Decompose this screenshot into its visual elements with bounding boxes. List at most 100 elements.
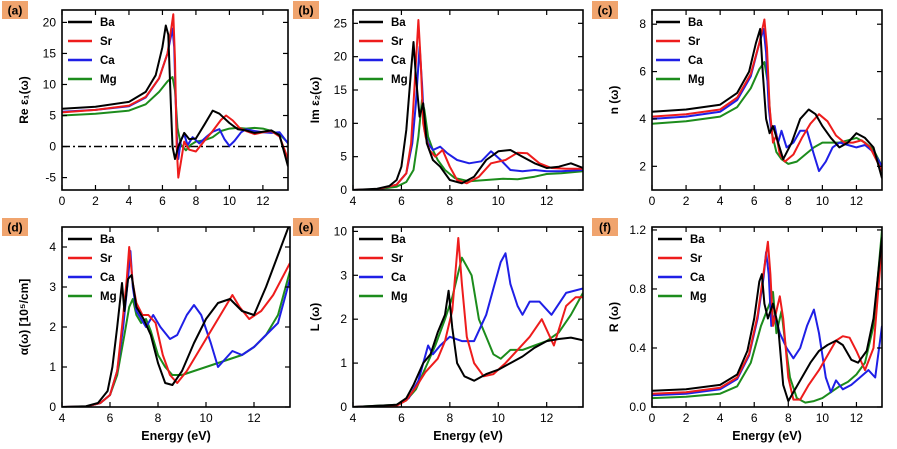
x-tick-label: 4 [717, 411, 724, 425]
y-tick-label: 20 [334, 50, 348, 64]
plot-frame [352, 9, 584, 191]
y-tick-label: 8 [639, 17, 646, 31]
panel-label-box [2, 218, 28, 236]
series-line-ca [62, 250, 290, 407]
x-tick-label: 10 [816, 194, 830, 208]
y-axis-label: n (ω) [607, 86, 621, 115]
y-tick-label: 2 [340, 312, 347, 326]
series-line-mg [652, 229, 882, 404]
series-line-ca [652, 251, 882, 397]
legend-label-sr: Sr [391, 253, 404, 265]
y-tick-label: 10 [334, 116, 348, 130]
y-tick-label: 1 [49, 360, 56, 374]
x-tick-label: 8 [785, 194, 792, 208]
legend-label-ca: Ca [391, 55, 406, 67]
x-axis-label: Energy (eV) [732, 429, 801, 443]
x-tick-label: 6 [398, 194, 405, 208]
series-line-ba [353, 41, 583, 190]
x-tick-label: 0 [59, 194, 66, 208]
y-tick-label: 10 [334, 224, 348, 238]
y-tick-label: 15 [334, 83, 348, 97]
x-tick-label: 0 [649, 411, 656, 425]
y-tick-label: 1 [340, 356, 347, 370]
x-tick-label: 8 [785, 411, 792, 425]
legend-label-ba: Ba [100, 17, 115, 29]
y-axis-label: Re ε₁(ω) [17, 76, 31, 123]
y-tick-label: 0 [340, 183, 347, 197]
series-line-sr [62, 246, 290, 407]
plot-frame [61, 9, 289, 191]
x-tick-label: 4 [350, 411, 357, 425]
legend-label-mg: Mg [100, 74, 117, 86]
series-line-sr [353, 237, 583, 407]
y-tick-label: 5 [49, 109, 56, 123]
series-line-ba [652, 27, 882, 179]
legend-label-mg: Mg [391, 74, 408, 86]
legend-label-sr: Sr [100, 253, 113, 265]
legend-label-sr: Sr [688, 36, 701, 48]
series-line-ba [62, 227, 290, 407]
x-tick-label: 10 [223, 194, 237, 208]
x-tick-label: 6 [751, 194, 758, 208]
panel-label: (a) [8, 4, 23, 18]
legend-label-mg: Mg [690, 291, 707, 303]
series-line-sr [353, 19, 583, 190]
x-tick-label: 4 [126, 194, 133, 208]
series-line-sr [62, 13, 288, 179]
y-tick-label: 0.8 [629, 282, 646, 296]
x-tick-label: 4 [350, 194, 357, 208]
legend-label-sr: Sr [391, 36, 404, 48]
chart-panel: 0 2 4 6 8 10 12 0.0 0.4 0.8 1.2 R (ω) Energy (eV) (f)… [592, 218, 883, 443]
plot-frame [352, 226, 584, 408]
x-tick-label: 8 [446, 194, 453, 208]
panel-label-box [592, 218, 618, 236]
x-tick-label: 6 [751, 411, 758, 425]
y-tick-label: 0.4 [629, 341, 646, 355]
series-line-ba [62, 24, 288, 167]
x-axis-label: Energy (eV) [141, 429, 210, 443]
legend-label-sr: Sr [100, 36, 113, 48]
panel-label-box [293, 1, 319, 19]
x-tick-label: 0 [649, 194, 656, 208]
series-line-sr [652, 240, 882, 401]
series-line-mg [353, 99, 583, 190]
y-tick-label: -5 [45, 171, 56, 185]
legend-label-ca: Ca [100, 272, 115, 284]
x-tick-label: 4 [59, 411, 66, 425]
y-tick-label: 25 [334, 16, 348, 30]
legend-label-mg: Mg [100, 291, 117, 303]
plot-frame [651, 9, 883, 191]
y-tick-label: 6 [639, 65, 646, 79]
series-line-ca [353, 252, 583, 407]
x-tick-label: 6 [159, 194, 166, 208]
y-tick-label: 1.2 [629, 223, 646, 237]
y-axis-label: α(ω) [10⁵/cm] [17, 279, 31, 356]
panel-label-box [293, 218, 319, 236]
legend-label-ba: Ba [688, 17, 703, 29]
y-axis-label: L (ω) [308, 303, 322, 332]
legend-label-ba: Ba [690, 234, 705, 246]
legend-label-ba: Ba [391, 17, 406, 29]
series-line-mg [62, 76, 288, 152]
x-tick-label: 12 [850, 194, 864, 208]
series-line-ba [652, 237, 882, 403]
legend-label-ca: Ca [391, 272, 406, 284]
x-tick-label: 12 [540, 411, 554, 425]
x-tick-label: 8 [155, 411, 162, 425]
x-axis-label: Energy (eV) [433, 429, 502, 443]
x-tick-label: 12 [850, 411, 864, 425]
y-tick-label: 10 [43, 77, 57, 91]
y-tick-label: 3 [49, 280, 56, 294]
x-tick-label: 10 [816, 411, 830, 425]
y-axis-label: R (ω) [607, 302, 621, 332]
x-tick-label: 2 [92, 194, 99, 208]
legend-label-mg: Mg [688, 74, 705, 86]
panel-label-box [2, 1, 28, 19]
legend-label-ca: Ca [100, 55, 115, 67]
panel-label: (b) [298, 4, 313, 18]
chart-panel: 0 2 4 6 8 10 12 2 4 6 8 n (ω) (c) Ba Sr Ca Mg [592, 1, 883, 208]
